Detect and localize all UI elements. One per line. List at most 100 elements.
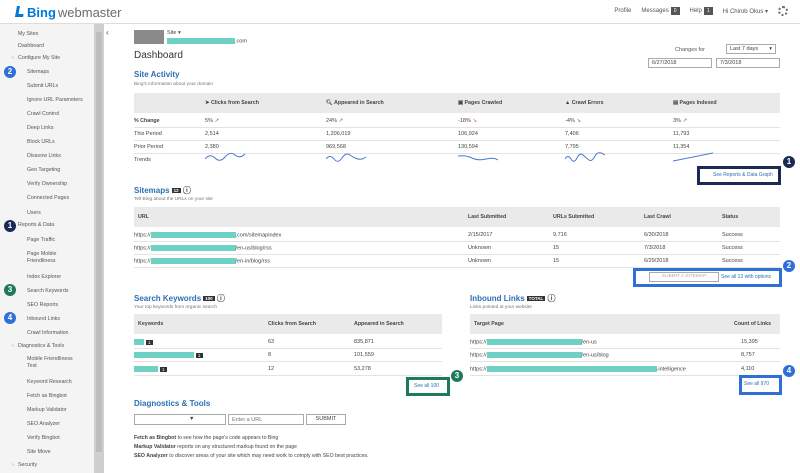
sidebar-item-security[interactable]: Security [12,462,37,468]
url-prefix: https:// [470,339,487,346]
value: 3% [673,118,681,124]
bing-logo[interactable]: Bing webmaster [15,5,122,20]
sidebar-item-configure[interactable]: Configure My Site [12,55,60,61]
sidebar-item-test[interactable]: Test [27,363,37,369]
info-icon[interactable]: ⓘ [182,186,191,195]
sidebar-item-sitemaps[interactable]: Sitemaps [27,69,50,75]
submit-sitemap-button[interactable]: SUBMIT A SITEMAP [649,272,719,282]
user-menu[interactable]: Hi Chirob Okus ▾ [722,8,768,15]
sidebar-item-verify-ownership[interactable]: Verify Ownership [27,181,68,187]
sidebar-item-verify-bingbot[interactable]: Verify Bingbot [27,435,60,441]
sidebar-item-block-urls[interactable]: Block URLs [27,139,55,145]
diag-line-seo: SEO Analyzer to discover areas of your s… [134,453,369,459]
sidebar-item-users[interactable]: Users [27,210,41,216]
inbound-url-2[interactable]: https:// /en-us/blog [470,352,609,358]
sitemaps-title: Sitemaps 12 ⓘ [134,185,191,196]
inbound-url-3[interactable]: https:// -intelligence [470,366,686,372]
sidebar-item-submit-urls[interactable]: Submit URLs [27,83,59,89]
redacted-domain [167,38,235,44]
inbound-url-1[interactable]: https:// /en-us [470,339,597,345]
messages-link[interactable]: Messages 0 [641,7,680,15]
site-selector[interactable]: Site ▾ [167,30,181,36]
keyword-clicks-1: 63 [268,339,275,345]
see-all-keywords-link[interactable]: See all 100 [414,383,440,389]
highlight-frame-4 [739,375,782,395]
collapse-sidebar-icon[interactable]: ‹ [106,28,109,37]
help-link[interactable]: Help 1 [690,7,713,15]
scrollbar-thumb[interactable] [96,32,102,452]
sidebar-item-deep-links[interactable]: Deep Links [27,125,54,131]
sidebar-item-friendliness[interactable]: Friendliness [27,258,56,264]
arrow-up-icon: ↗ [338,118,344,124]
sitemap-crawl-2: 7/3/2018 [644,245,666,251]
submit-button[interactable]: SUBMIT [306,414,346,425]
sidebar-item-seo-reports[interactable]: SEO Reports [27,302,59,308]
sidebar-item-page-traffic[interactable]: Page Traffic [27,237,56,243]
col-keywords: Keywords [138,321,164,327]
info-icon[interactable]: ⓘ [547,294,556,303]
sitemap-url-2[interactable]: https:// /en-us/blog/rss [134,245,272,251]
date-to-input[interactable]: 7/3/2018 [716,58,780,68]
tool-select[interactable]: ▼ [134,414,226,425]
badge-1-sidebar: 1 [4,220,16,232]
tool-name[interactable]: Markup Validator [134,444,176,450]
profile-link[interactable]: Profile [614,8,632,14]
help-count: 1 [703,7,713,15]
sidebar-item-dashboard[interactable]: Dashboard [18,43,44,49]
url-prefix: https:// [134,245,151,252]
date-from-input[interactable]: 6/27/2018 [648,58,712,68]
sidebar-item-diagnostics[interactable]: Diagnostics & Tools [12,343,64,349]
keyword-chip: 1 [146,339,153,345]
tool-name[interactable]: Fetch as Bingbot [134,435,177,441]
diag-line-markup: Markup Validator reports on any structur… [134,444,297,450]
sidebar-item-seo-analyzer[interactable]: SEO Analyzer [27,421,60,427]
keyword-appeared-2: 101,559 [354,352,374,358]
sidebar-item-crawl-control[interactable]: Crawl Control [27,111,60,117]
page-icon: ▤ [673,100,679,106]
sidebar-item-inbound-links[interactable]: Inbound Links [27,316,60,322]
inbound-count: TOTAL [526,296,546,302]
url-suffix: -intelligence [656,366,686,373]
sidebar-item-crawl-info[interactable]: Crawl Information [27,330,69,336]
sidebar-item-markup-validator[interactable]: Markup Validator [27,407,67,413]
col-label: Appeared in Search [334,100,384,106]
sidebar-item-page-mobile[interactable]: Page Mobile [27,251,57,257]
product-name: webmaster [57,5,122,20]
range-value: Last 7 days [730,46,759,52]
info-icon[interactable]: ⓘ [216,294,225,303]
col-target-page: Target Page [474,321,504,327]
sidebar-item-disavow[interactable]: Disavow Links [27,153,61,159]
sidebar-item-ignore-url[interactable]: Ignore URL Parameters [27,97,83,103]
sidebar-scrollbar[interactable] [94,24,104,473]
see-all-inbound-link[interactable]: See all 970 [744,381,770,387]
sitemap-url-3[interactable]: https:// /en-in/blog/rss [134,258,270,264]
sidebar-item-reports[interactable]: Reports & Data [18,222,55,228]
sidebar-item-mobile-test[interactable]: Mobile Friendliness [27,356,73,362]
sidebar-item-search-keywords[interactable]: Search Keywords [27,288,69,294]
row-label-trends: Trends [134,157,151,163]
title-text: Inbound Links [470,294,525,303]
sidebar-item-site-move[interactable]: Site Move [27,449,51,455]
keyword-2[interactable]: 1 [134,352,203,358]
sidebar-item-connected-pages[interactable]: Connected Pages [27,195,70,201]
col-label: Crawl Errors [571,100,604,106]
see-all-sitemaps-link[interactable]: See all 12 with options [721,274,772,280]
url-input[interactable] [228,414,304,425]
keyword-3[interactable]: 1 [134,366,167,372]
gear-icon[interactable] [778,6,788,16]
tool-name[interactable]: SEO Analyzer [134,453,168,459]
keyword-appeared-3: 53,278 [354,366,371,372]
range-select[interactable]: Last 7 days ▾ [726,44,776,54]
keyword-1[interactable]: 1 [134,339,153,345]
top-bar: Bing webmaster Profile Messages 0 Help 1 Hi… [0,0,800,24]
sidebar-item-geo[interactable]: Geo Targeting [27,167,61,173]
sidebar-item-fetch-bingbot[interactable]: Fetch as Bingbot [27,393,67,399]
see-reports-link[interactable]: See Reports & Data Graph [713,172,773,178]
sidebar-item-keyword-research[interactable]: Keyword Research [27,379,72,385]
sidebar-item-index-explorer[interactable]: Index Explorer [27,274,62,280]
keyword-clicks-2: 8 [268,352,272,358]
change-indexed: 3% ↗ [673,118,687,124]
redacted-url [486,366,657,372]
sidebar-item-my-sites[interactable]: My Sites [18,31,39,37]
sitemap-url-1[interactable]: https:// .com/sitemapindex [134,232,281,238]
